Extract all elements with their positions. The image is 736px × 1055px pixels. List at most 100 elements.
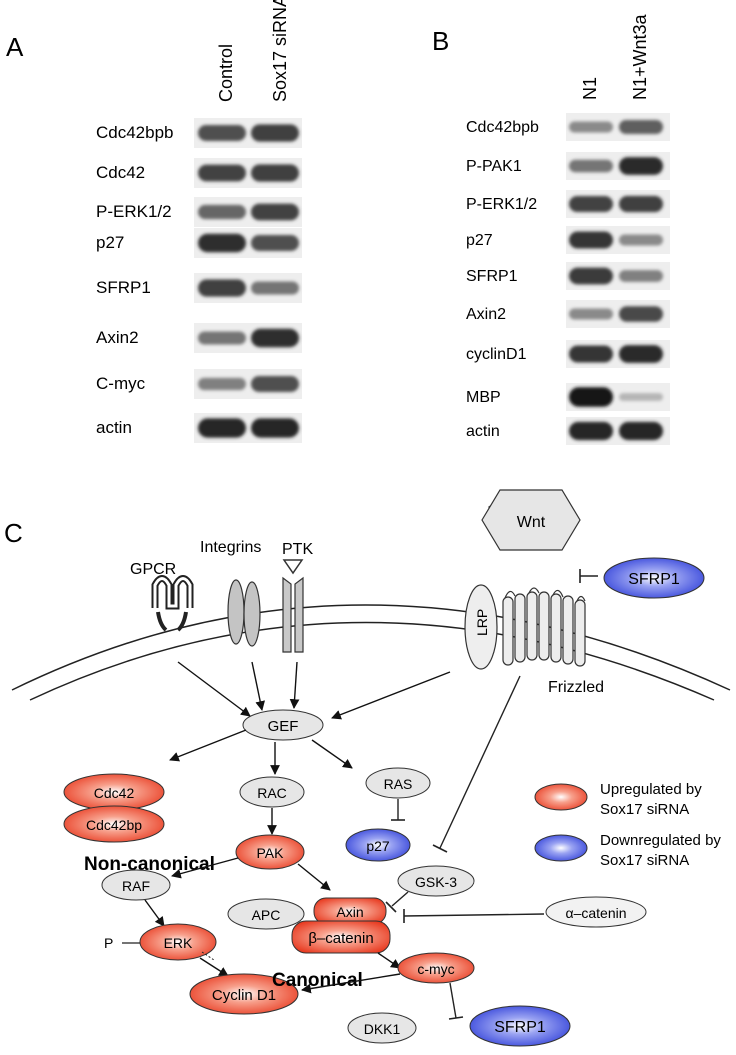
blot-band xyxy=(619,421,663,441)
panel-c-letter: C xyxy=(4,518,23,548)
blot-band xyxy=(569,308,613,320)
legend-up-swatch xyxy=(534,783,588,811)
blot-band xyxy=(619,157,663,175)
panel_a-row-p-erk1-2: P-ERK1/2 xyxy=(96,197,302,227)
blot-band xyxy=(198,377,246,391)
rac-node xyxy=(239,776,305,808)
panel_a-row-actin: actin xyxy=(96,413,302,443)
blot-band xyxy=(251,164,299,182)
wnt-ligand-shape xyxy=(481,489,581,551)
blot-band xyxy=(198,204,246,220)
gpcr-label: GPCR xyxy=(130,561,176,578)
membrane-outer xyxy=(11,604,731,691)
blot-band xyxy=(619,195,663,213)
blot-band xyxy=(198,164,246,182)
panel_a-row-label: Cdc42 xyxy=(96,163,145,182)
frizzled-receptor-icon xyxy=(502,587,586,667)
p27-node xyxy=(345,828,411,862)
erk-phospho-label: P xyxy=(104,935,113,951)
panel_b-row-label: SFRP1 xyxy=(466,268,518,285)
blot-band xyxy=(198,418,246,438)
gef-node xyxy=(242,709,324,741)
blot-band xyxy=(569,267,613,285)
panel-a-col-control: Control xyxy=(216,44,236,102)
panel_a-row-c-myc: C-myc xyxy=(96,369,302,399)
blot-band xyxy=(619,119,663,135)
blot-band xyxy=(619,306,663,322)
panel_b-row-cyclind1: cyclinD1 xyxy=(466,340,670,368)
panel_b-row-label: P-PAK1 xyxy=(466,158,522,175)
panel-a-blots: Control Sox17 siRNA Cdc42bpb Cdc42 P-ERK1/… xyxy=(96,0,302,443)
blot-band xyxy=(251,124,299,142)
legend-down-swatch xyxy=(534,834,588,862)
panel_b-row-label: p27 xyxy=(466,232,493,249)
blot-band xyxy=(251,328,299,348)
sfrp1-top-node xyxy=(603,557,705,599)
blot-band xyxy=(569,159,613,173)
panel_a-row-axin2: Axin2 xyxy=(96,323,302,353)
beta-catenin-label: β–catenin xyxy=(308,930,373,947)
panel_a-row-label: Axin2 xyxy=(96,328,139,347)
blot-band xyxy=(198,331,246,345)
non-canonical-label: Non-canonical xyxy=(84,854,215,875)
blot-band xyxy=(619,345,663,363)
ptk-label: PTK xyxy=(282,541,313,558)
ras-label: RAS xyxy=(384,776,413,792)
frizzled-label: Frizzled xyxy=(548,679,604,696)
panel-a-letter: A xyxy=(6,32,24,62)
panel_b-row-sfrp1: SFRP1 xyxy=(466,262,670,290)
panel-b-col-n1wnt: N1+Wnt3a xyxy=(630,13,650,100)
panel_a-row-cdc42: Cdc42 xyxy=(96,158,302,188)
panel_b-row-actin: actin xyxy=(466,417,670,445)
panel_a-row-label: SFRP1 xyxy=(96,278,151,297)
panel-a-col-sox17: Sox17 siRNA xyxy=(270,0,290,102)
panel_b-row-label: P-ERK1/2 xyxy=(466,196,537,213)
blot-band xyxy=(569,387,613,407)
blot-band xyxy=(251,376,299,392)
dkk1-label: DKK1 xyxy=(364,1021,401,1037)
apc-node xyxy=(227,898,305,930)
blot-band xyxy=(251,281,299,295)
cyclin-d1-node xyxy=(189,973,299,1015)
blot-band xyxy=(619,234,663,246)
panel_a-row-cdc42bpb: Cdc42bpb xyxy=(96,118,302,148)
panel_b-row-cdc42bpb: Cdc42bpb xyxy=(466,113,670,141)
panel_b-row-axin2: Axin2 xyxy=(466,300,670,328)
erk-label: ERK xyxy=(164,935,193,951)
raf-node xyxy=(101,869,171,901)
panel_b-row-p-erk1-2: P-ERK1/2 xyxy=(466,190,670,218)
erk-node xyxy=(139,923,217,961)
wnt-label: Wnt xyxy=(517,514,546,531)
pathway-diagram: GPCR Integrins PTK Wnt LRP xyxy=(11,489,731,1047)
blot-band xyxy=(251,235,299,251)
cdc42bp-node xyxy=(63,805,165,843)
legend-down-line2: Sox17 siRNA xyxy=(600,852,689,869)
alpha-catenin-label: α–catenin xyxy=(565,905,626,921)
blot-band xyxy=(198,125,246,141)
integrins-label: Integrins xyxy=(200,539,261,556)
panel_b-row-p27: p27 xyxy=(466,226,670,254)
axin-label: Axin xyxy=(336,904,363,920)
panel_b-row-p-pak1: P-PAK1 xyxy=(466,152,670,180)
cmyc-label: c-myc xyxy=(417,961,454,977)
pak-node xyxy=(235,834,305,870)
gef-label: GEF xyxy=(268,718,299,735)
blot-band xyxy=(569,195,613,213)
panel_a-row-label: C-myc xyxy=(96,374,146,393)
cmyc-node xyxy=(397,952,475,984)
gsk3-label: GSK-3 xyxy=(415,874,457,890)
gsk3-node xyxy=(397,865,475,897)
blot-band xyxy=(251,203,299,221)
legend-down-line1: Downregulated by xyxy=(600,832,721,849)
cyclin-d1-label: Cyclin D1 xyxy=(212,987,276,1004)
blot-band xyxy=(198,279,246,297)
rac-label: RAC xyxy=(257,785,287,801)
panel_b-row-label: actin xyxy=(466,423,500,440)
panel_b-row-label: Axin2 xyxy=(466,306,506,323)
apc-label: APC xyxy=(252,907,281,923)
sfrp1-bottom-node xyxy=(469,1005,571,1047)
blot-band xyxy=(569,421,613,441)
panel_a-row-sfrp1: SFRP1 xyxy=(96,273,302,303)
panel_a-row-label: p27 xyxy=(96,233,124,252)
